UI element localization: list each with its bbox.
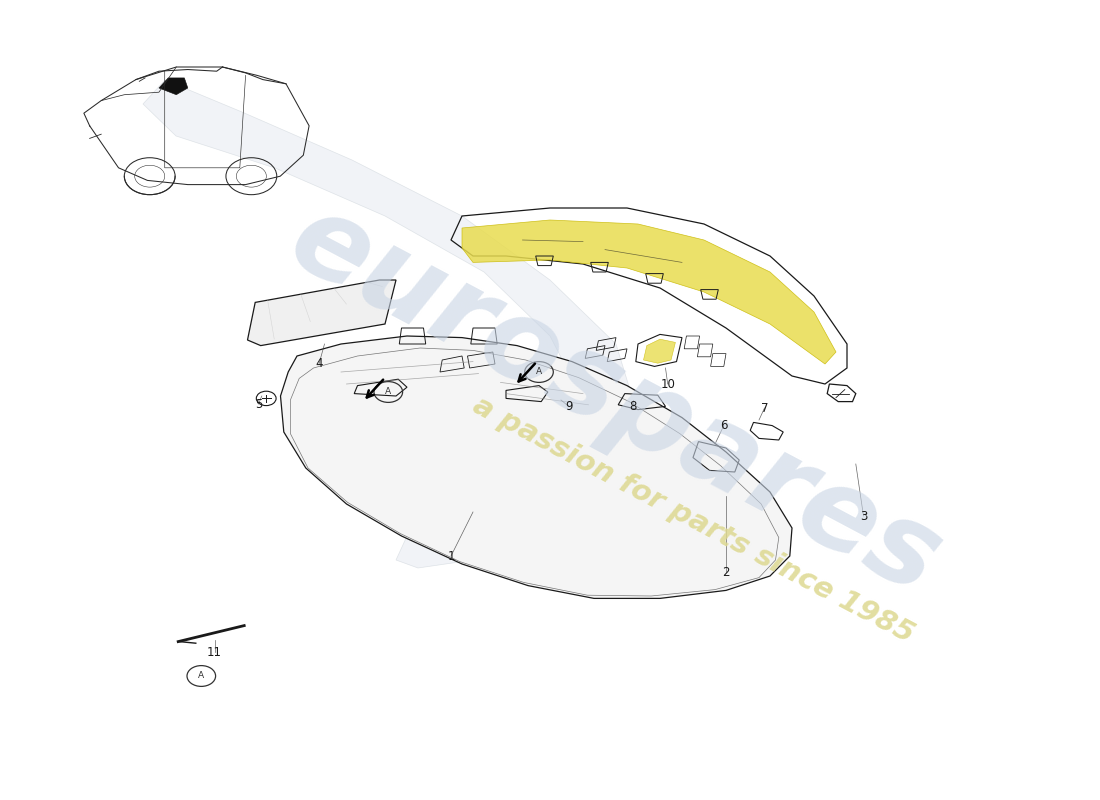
Text: 9: 9 bbox=[565, 400, 572, 413]
Text: 11: 11 bbox=[207, 646, 222, 658]
Text: 5: 5 bbox=[255, 398, 262, 410]
Text: 8: 8 bbox=[629, 400, 636, 413]
Text: A: A bbox=[385, 387, 392, 397]
Text: eurospares: eurospares bbox=[272, 182, 960, 618]
Text: A: A bbox=[198, 671, 205, 681]
Text: a passion for parts since 1985: a passion for parts since 1985 bbox=[468, 391, 918, 649]
Text: 3: 3 bbox=[860, 510, 867, 522]
Polygon shape bbox=[462, 220, 836, 364]
Text: 7: 7 bbox=[761, 402, 768, 414]
Polygon shape bbox=[248, 280, 396, 346]
Text: 6: 6 bbox=[720, 419, 727, 432]
Polygon shape bbox=[143, 80, 638, 568]
Polygon shape bbox=[160, 78, 188, 94]
Polygon shape bbox=[280, 336, 792, 598]
Text: 4: 4 bbox=[316, 358, 322, 370]
Text: A: A bbox=[536, 367, 542, 377]
Text: 2: 2 bbox=[723, 566, 729, 578]
Text: 1: 1 bbox=[448, 550, 454, 562]
Polygon shape bbox=[644, 339, 675, 363]
Text: 10: 10 bbox=[660, 378, 675, 390]
